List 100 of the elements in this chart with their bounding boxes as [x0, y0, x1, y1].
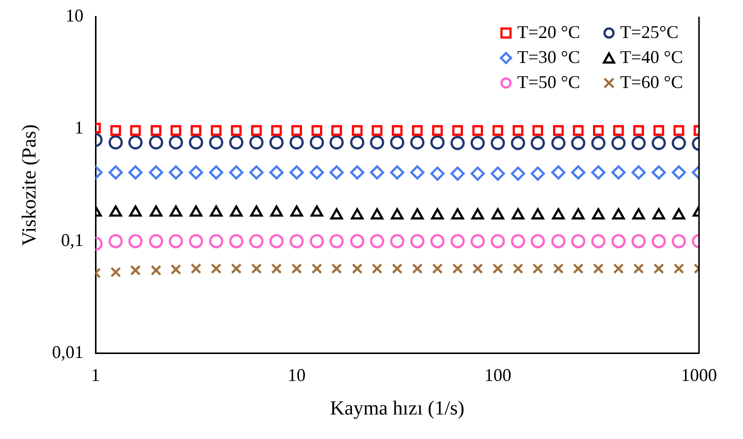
x-tick-label: 1	[91, 364, 100, 385]
point	[148, 165, 164, 180]
point	[271, 125, 282, 136]
point	[210, 125, 222, 136]
point	[350, 165, 364, 180]
point	[410, 234, 424, 248]
point	[392, 263, 403, 274]
point	[210, 263, 222, 274]
point	[209, 234, 224, 248]
point	[492, 125, 504, 136]
point	[290, 234, 304, 248]
point	[130, 125, 141, 136]
point	[251, 263, 262, 274]
y-tick-label: 0,01	[52, 342, 84, 362]
legend-label: T=50 °C	[517, 72, 580, 93]
point	[271, 263, 282, 274]
point	[572, 263, 584, 274]
point	[593, 125, 604, 136]
point	[412, 263, 423, 274]
point	[450, 136, 465, 150]
point	[168, 135, 183, 150]
point	[350, 234, 364, 248]
point	[190, 125, 202, 136]
point	[148, 135, 164, 150]
point	[150, 125, 162, 136]
y-tick-label: 10	[66, 6, 84, 26]
point	[291, 125, 302, 136]
point	[591, 136, 606, 150]
point	[372, 263, 382, 274]
point	[410, 165, 424, 180]
point	[591, 165, 606, 180]
point	[530, 136, 545, 150]
point	[470, 234, 485, 248]
point	[229, 234, 244, 248]
legend-label: T=40 °C	[620, 47, 683, 68]
point	[674, 263, 684, 274]
point	[290, 135, 304, 150]
point	[251, 125, 262, 136]
point	[188, 135, 204, 150]
point	[170, 125, 182, 136]
point	[551, 136, 566, 150]
point	[390, 234, 404, 248]
point	[110, 125, 122, 136]
point	[613, 263, 624, 274]
legend-label: T=25°C	[620, 22, 678, 43]
point	[492, 263, 504, 274]
point	[632, 234, 646, 248]
x-axis-title: Kayma hızı (1/s)	[330, 397, 464, 420]
y-axis-title: Viskozite (Pas)	[18, 124, 40, 246]
point	[350, 135, 364, 150]
point	[530, 234, 545, 248]
point	[532, 125, 544, 136]
point	[672, 165, 686, 180]
point	[553, 263, 564, 274]
point	[571, 234, 586, 248]
point	[130, 264, 141, 276]
point	[209, 135, 224, 150]
point	[430, 166, 445, 181]
point	[330, 165, 344, 180]
point	[291, 263, 302, 274]
y-tick-label: 0,1	[61, 230, 84, 250]
x-tick-label: 1000	[681, 364, 717, 385]
point	[510, 166, 526, 181]
point	[188, 234, 204, 248]
point	[450, 166, 465, 181]
point	[450, 234, 465, 248]
point	[370, 234, 384, 248]
y-tick-label: 1	[74, 118, 84, 138]
point	[652, 234, 666, 248]
point	[312, 125, 322, 136]
point	[633, 263, 644, 274]
point	[230, 263, 242, 274]
point	[672, 136, 686, 150]
point	[190, 263, 202, 274]
point	[490, 166, 505, 181]
point	[653, 263, 664, 274]
legend-label: T=20 °C	[517, 22, 580, 43]
point	[108, 234, 123, 248]
point	[229, 135, 244, 150]
point	[551, 165, 566, 180]
point	[472, 263, 484, 274]
point	[370, 135, 384, 150]
point	[611, 165, 626, 180]
point	[352, 263, 363, 274]
point	[470, 136, 485, 150]
point	[591, 234, 606, 248]
point	[470, 166, 485, 181]
point	[611, 136, 626, 150]
point	[632, 165, 646, 180]
point	[249, 135, 264, 150]
point	[269, 234, 284, 248]
point	[229, 165, 244, 180]
point	[530, 166, 545, 181]
legend-label: T=60 °C	[620, 72, 683, 93]
point	[472, 125, 484, 136]
point	[553, 125, 564, 136]
point	[128, 234, 143, 248]
point	[490, 136, 505, 150]
point	[310, 135, 324, 150]
point	[128, 135, 143, 150]
